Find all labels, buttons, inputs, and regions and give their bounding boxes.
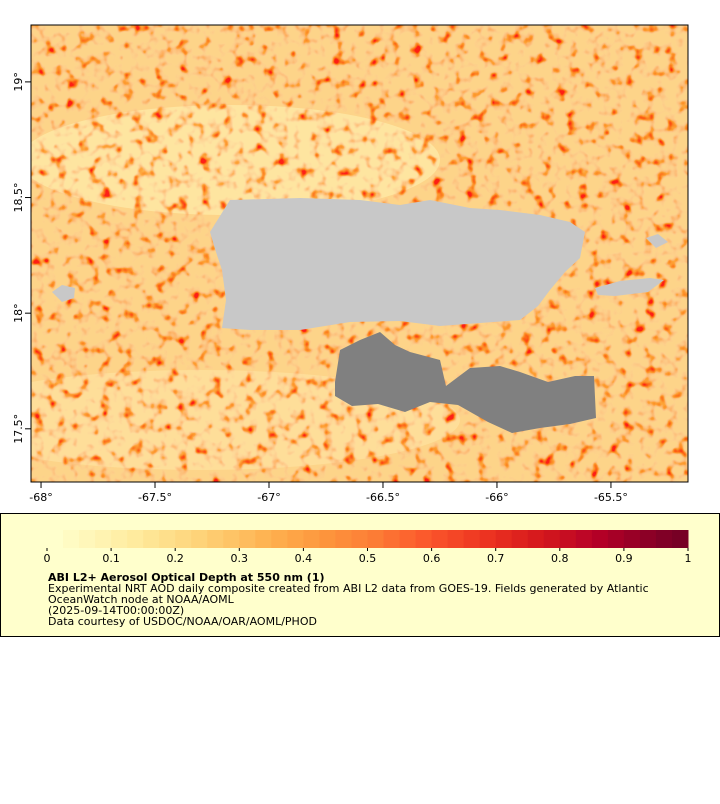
- legend-line: Data courtesy of USDOC/NOAA/OAR/AOML/PHO…: [48, 615, 317, 628]
- colorbar-swatch: [495, 530, 513, 548]
- colorbar-tick-label: 0.4: [295, 552, 313, 565]
- colorbar-swatch: [431, 530, 449, 548]
- colorbar-swatch: [479, 530, 497, 548]
- colorbar-swatch: [95, 530, 112, 548]
- colorbar-swatch: [463, 530, 481, 548]
- aod-field: [31, 25, 688, 482]
- colorbar-swatch: [367, 530, 385, 548]
- colorbar-swatch: [271, 530, 288, 548]
- x-tick-label: -66°: [485, 491, 508, 504]
- colorbar-swatch: [175, 530, 192, 548]
- x-tick-label: -65.5°: [594, 491, 628, 504]
- colorbar-swatch: [47, 530, 64, 548]
- colorbar-swatch: [671, 530, 689, 548]
- colorbar-tick-label: 0.8: [551, 552, 569, 565]
- colorbar-swatch: [319, 530, 336, 548]
- island-mona: [52, 285, 75, 302]
- y-tick-label: 19°: [12, 72, 25, 92]
- colorbar-swatch: [543, 530, 561, 548]
- colorbar-tick-label: 0: [44, 552, 51, 565]
- colorbar-swatch: [607, 530, 625, 548]
- colorbar-swatch: [111, 530, 128, 548]
- colorbar-swatch: [447, 530, 465, 548]
- colorbar-swatch: [127, 530, 144, 548]
- colorbar-tick-label: 0.1: [102, 552, 120, 565]
- colorbar-tick-label: 1: [685, 552, 692, 565]
- colorbar-swatch: [159, 530, 176, 548]
- colorbar-swatch: [655, 530, 673, 548]
- legend-line: (2025-09-14T00:00:00Z): [48, 604, 184, 617]
- colorbar-swatch: [303, 530, 320, 548]
- colorbar-swatch: [383, 530, 401, 548]
- colorbar-swatch: [415, 530, 433, 548]
- colorbar-tick-label: 0.9: [615, 552, 633, 565]
- colorbar-swatch: [207, 530, 224, 548]
- y-tick-label: 17.5°: [12, 414, 25, 444]
- colorbar-swatch: [591, 530, 609, 548]
- colorbar-swatch: [639, 530, 657, 548]
- colorbar-tick-label: 0.6: [423, 552, 441, 565]
- colorbar-swatch: [239, 530, 256, 548]
- colorbar-swatch: [79, 530, 96, 548]
- land: [52, 198, 668, 330]
- x-tick-label: -67.5°: [138, 491, 172, 504]
- colorbar-swatch: [223, 530, 240, 548]
- colorbar-swatch: [63, 530, 80, 548]
- map-frame: [30, 24, 689, 483]
- colorbar-tick-label: 0.5: [359, 552, 377, 565]
- colorbar-swatch: [575, 530, 593, 548]
- x-tick-label: -66.5°: [366, 491, 400, 504]
- y-tick-label: 18.5°: [12, 183, 25, 213]
- x-tick-label: -68°: [29, 491, 52, 504]
- colorbar-swatch: [399, 530, 417, 548]
- legend-title: ABI L2+ Aerosol Optical Depth at 550 nm …: [48, 571, 325, 584]
- colorbar-tick-label: 0.2: [166, 552, 184, 565]
- island-puerto-rico: [210, 198, 585, 330]
- colorbar-swatch: [335, 530, 352, 548]
- island-vieques: [595, 278, 664, 296]
- colorbar-swatch: [143, 530, 160, 548]
- colorbar-tick-label: 0.7: [487, 552, 505, 565]
- colorbar-swatch: [255, 530, 272, 548]
- x-tick-label: -67°: [257, 491, 280, 504]
- colorbar-swatch: [623, 530, 641, 548]
- colorbar-swatch: [559, 530, 577, 548]
- legend-line: OceanWatch node at NOAA/AOML: [48, 593, 235, 606]
- colorbar-swatch: [527, 530, 545, 548]
- colorbar-swatch: [287, 530, 304, 548]
- colorbar-swatch: [191, 530, 208, 548]
- legend-line: Experimental NRT AOD daily composite cre…: [48, 582, 649, 595]
- island-culebra: [646, 234, 668, 248]
- cloud-mask: [335, 332, 596, 433]
- colorbar-swatch: [511, 530, 529, 548]
- colorbar-tick-label: 0.3: [231, 552, 249, 565]
- colorbar-swatch: [351, 530, 368, 548]
- y-tick-label: 18°: [12, 303, 25, 323]
